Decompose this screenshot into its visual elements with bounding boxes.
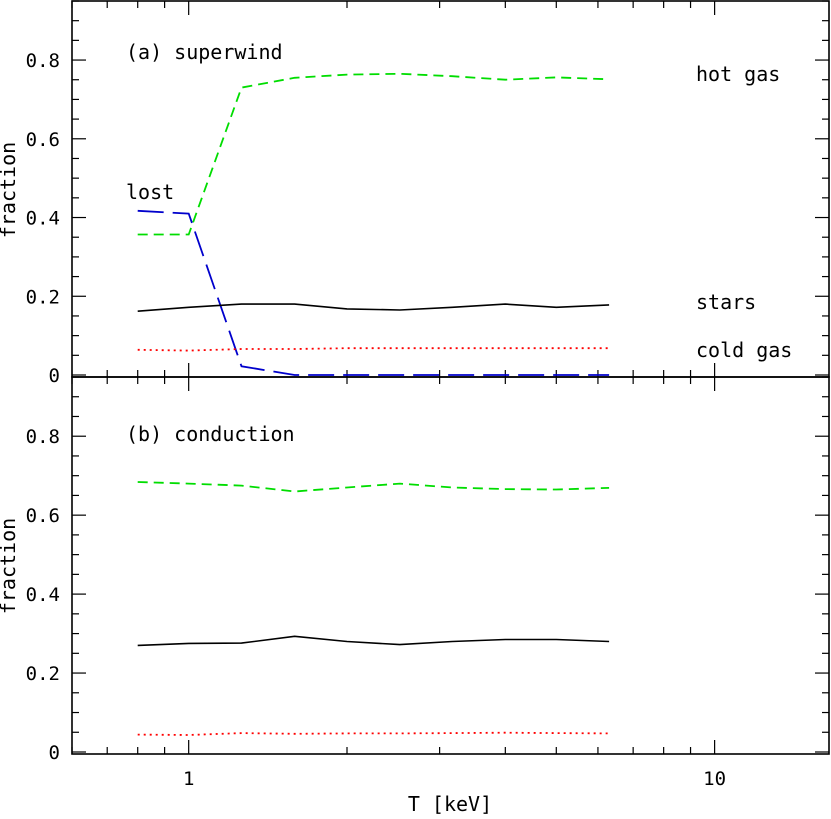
x-tick-label: 1 <box>183 768 194 790</box>
series-line-1-solid <box>137 635 610 647</box>
axis-ticks <box>71 0 829 754</box>
label-lost: lost <box>126 180 174 204</box>
series-line-0-cold-gas <box>137 347 610 352</box>
y-tick-label: 0 <box>49 742 60 764</box>
panel-b-frame <box>71 376 830 755</box>
y-tick-label: 0.4 <box>26 584 60 606</box>
label-cold-gas: cold gas <box>696 338 792 362</box>
series-line-0-lost <box>137 209 610 376</box>
series-line-1-dotted <box>137 731 610 736</box>
y-tick-label: 0.2 <box>26 663 60 685</box>
y-tick-label: 0.4 <box>26 208 60 230</box>
x-axis-title: T [keV] <box>408 792 492 816</box>
panel-a-ylabel: fraction <box>0 142 20 238</box>
tick-labels: 0 0.2 0.4 0.6 0.8 0 0.2 0.4 0.6 0.8 1 10 <box>26 50 726 790</box>
y-tick-label: 0.6 <box>26 129 60 151</box>
x-tick-label: 10 <box>703 768 726 790</box>
y-tick-label: 0.6 <box>26 505 60 527</box>
series-lines <box>137 72 610 736</box>
y-tick-label: 0.8 <box>26 426 60 448</box>
series-line-0-hot-gas <box>137 72 610 236</box>
panel-a-title: (a) superwind <box>126 40 283 64</box>
panel-b-title: (b) conduction <box>126 422 295 446</box>
series-line-0-stars <box>137 303 610 312</box>
label-hot-gas: hot gas <box>696 62 780 86</box>
series-line-1-short-dash <box>137 481 610 493</box>
y-tick-label: 0.2 <box>26 286 60 308</box>
panel-b-ylabel: fraction <box>0 518 20 614</box>
y-tick-label: 0 <box>49 365 60 387</box>
label-stars: stars <box>696 290 756 314</box>
y-tick-label: 0.8 <box>26 50 60 72</box>
